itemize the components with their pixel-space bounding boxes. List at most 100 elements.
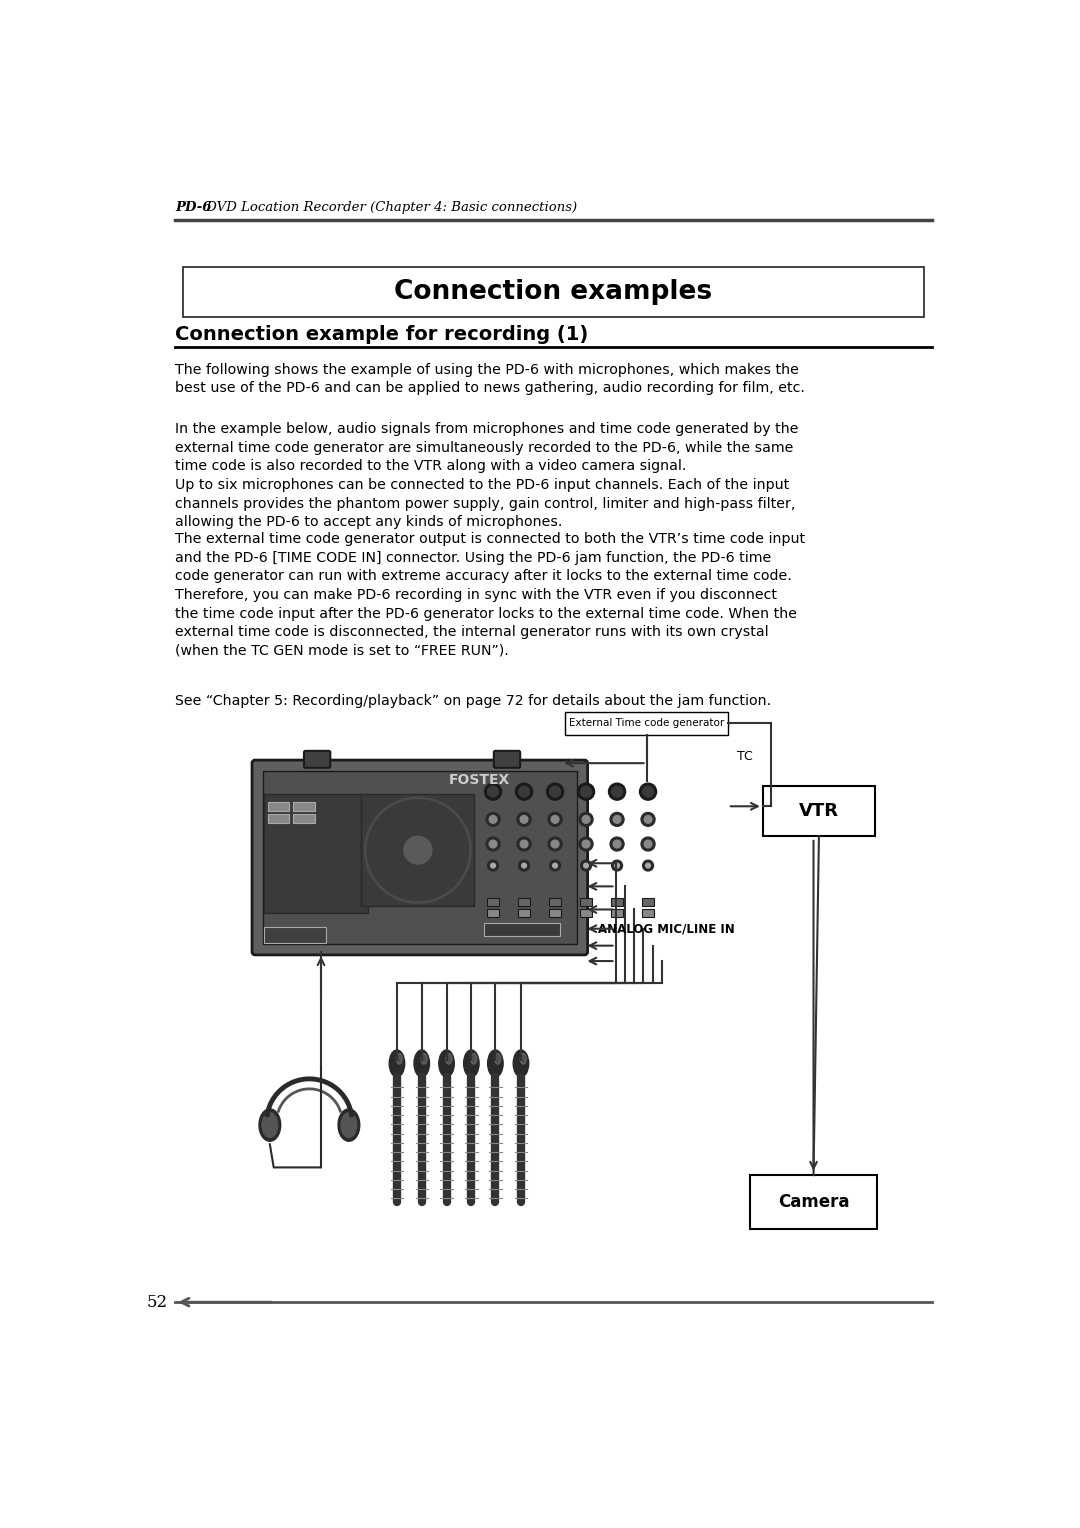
Text: TC: TC <box>738 750 753 762</box>
FancyBboxPatch shape <box>642 909 654 917</box>
FancyBboxPatch shape <box>265 795 367 914</box>
Circle shape <box>582 840 590 848</box>
Ellipse shape <box>471 1053 476 1063</box>
Text: VTR: VTR <box>799 802 839 821</box>
Circle shape <box>581 860 592 871</box>
FancyBboxPatch shape <box>611 909 623 917</box>
Ellipse shape <box>521 1053 526 1063</box>
Circle shape <box>610 837 624 851</box>
Ellipse shape <box>389 1050 405 1077</box>
Circle shape <box>489 840 497 848</box>
Ellipse shape <box>396 1053 403 1063</box>
FancyBboxPatch shape <box>517 909 530 917</box>
FancyBboxPatch shape <box>642 898 654 906</box>
Circle shape <box>518 860 529 871</box>
FancyBboxPatch shape <box>580 898 592 906</box>
Ellipse shape <box>488 1050 503 1077</box>
Ellipse shape <box>513 1050 529 1077</box>
Text: The following shows the example of using the PD-6 with microphones, which makes : The following shows the example of using… <box>175 362 806 396</box>
Text: ANALOG MIC/LINE IN: ANALOG MIC/LINE IN <box>598 923 735 935</box>
Circle shape <box>610 813 624 827</box>
Text: In the example below, audio signals from microphones and time code generated by : In the example below, audio signals from… <box>175 422 799 529</box>
FancyBboxPatch shape <box>549 909 562 917</box>
Circle shape <box>642 813 656 827</box>
FancyBboxPatch shape <box>549 898 562 906</box>
Circle shape <box>521 816 528 824</box>
FancyBboxPatch shape <box>362 795 474 906</box>
Circle shape <box>644 816 652 824</box>
FancyBboxPatch shape <box>517 898 530 906</box>
Ellipse shape <box>463 1050 480 1077</box>
FancyBboxPatch shape <box>293 814 314 824</box>
Circle shape <box>579 837 593 851</box>
FancyBboxPatch shape <box>252 759 588 955</box>
Circle shape <box>582 816 590 824</box>
Circle shape <box>578 784 595 801</box>
Circle shape <box>546 784 564 801</box>
Circle shape <box>639 784 657 801</box>
Circle shape <box>486 837 500 851</box>
FancyBboxPatch shape <box>268 802 289 811</box>
FancyBboxPatch shape <box>262 770 577 944</box>
Ellipse shape <box>438 1050 455 1077</box>
Ellipse shape <box>446 1053 451 1063</box>
FancyBboxPatch shape <box>580 909 592 917</box>
Circle shape <box>583 863 589 868</box>
FancyBboxPatch shape <box>293 802 314 811</box>
Circle shape <box>548 837 562 851</box>
FancyBboxPatch shape <box>750 1175 877 1229</box>
Ellipse shape <box>259 1109 281 1141</box>
FancyBboxPatch shape <box>183 266 924 316</box>
FancyBboxPatch shape <box>265 927 326 943</box>
Text: External Time code generator: External Time code generator <box>569 718 724 729</box>
Circle shape <box>517 837 531 851</box>
Ellipse shape <box>341 1112 356 1137</box>
Ellipse shape <box>421 1053 428 1063</box>
Circle shape <box>579 813 593 827</box>
Circle shape <box>613 816 621 824</box>
Text: Connection examples: Connection examples <box>394 278 713 304</box>
Circle shape <box>517 813 531 827</box>
FancyBboxPatch shape <box>303 750 330 767</box>
Circle shape <box>646 863 650 868</box>
Text: The external time code generator output is connected to both the VTR’s time code: The external time code generator output … <box>175 532 806 659</box>
Text: FOSTEX: FOSTEX <box>448 773 510 787</box>
Circle shape <box>611 787 622 798</box>
Text: Connection example for recording (1): Connection example for recording (1) <box>175 324 589 344</box>
Circle shape <box>550 860 561 871</box>
FancyBboxPatch shape <box>268 814 289 824</box>
Circle shape <box>486 813 500 827</box>
Circle shape <box>615 863 619 868</box>
Circle shape <box>611 860 622 871</box>
Circle shape <box>642 837 656 851</box>
Ellipse shape <box>414 1050 430 1077</box>
Circle shape <box>490 863 496 868</box>
Ellipse shape <box>495 1053 501 1063</box>
Circle shape <box>553 863 557 868</box>
Text: See “Chapter 5: Recording/playback” on page 72 for details about the jam functio: See “Chapter 5: Recording/playback” on p… <box>175 694 771 707</box>
FancyBboxPatch shape <box>762 787 875 836</box>
Text: PD-6: PD-6 <box>175 202 212 214</box>
Circle shape <box>548 813 562 827</box>
Circle shape <box>489 816 497 824</box>
Text: 52: 52 <box>147 1294 167 1311</box>
Circle shape <box>644 840 652 848</box>
Circle shape <box>404 836 432 863</box>
Circle shape <box>488 787 499 798</box>
FancyBboxPatch shape <box>611 898 623 906</box>
Circle shape <box>550 787 561 798</box>
Circle shape <box>551 840 559 848</box>
Circle shape <box>643 860 653 871</box>
Circle shape <box>488 860 499 871</box>
Circle shape <box>521 840 528 848</box>
Circle shape <box>551 816 559 824</box>
Circle shape <box>515 784 532 801</box>
Circle shape <box>485 784 501 801</box>
Circle shape <box>581 787 592 798</box>
FancyBboxPatch shape <box>494 750 521 767</box>
Text: Camera: Camera <box>778 1193 849 1212</box>
Text: DVD Location Recorder (Chapter 4: Basic connections): DVD Location Recorder (Chapter 4: Basic … <box>202 202 577 214</box>
FancyBboxPatch shape <box>487 909 499 917</box>
Ellipse shape <box>262 1112 278 1137</box>
FancyBboxPatch shape <box>487 898 499 906</box>
